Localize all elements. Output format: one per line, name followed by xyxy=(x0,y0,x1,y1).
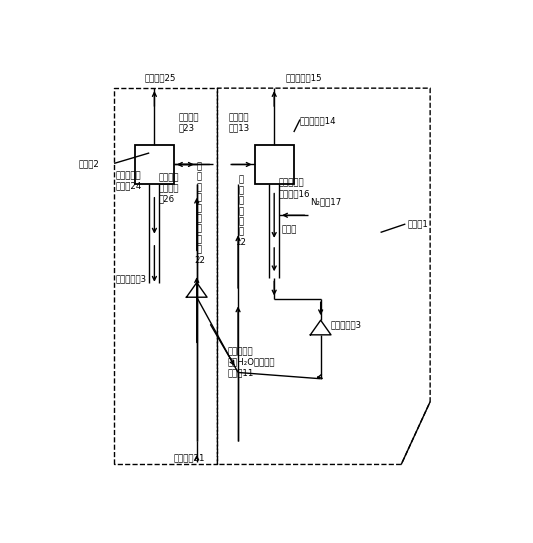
Text: 催
化
剂
和
空
气
提
升
管
22: 催 化 剂 和 空 气 提 升 管 22 xyxy=(194,162,205,265)
Text: 再生器2: 再生器2 xyxy=(79,159,100,168)
Text: 反应物进
料口13: 反应物进 料口13 xyxy=(229,113,250,132)
Text: 反应器催化
剂下料管16: 反应器催化 剂下料管16 xyxy=(278,179,310,198)
Text: 反应器1: 反应器1 xyxy=(407,219,429,229)
Text: 下流式塞阀3: 下流式塞阀3 xyxy=(115,275,147,284)
Text: 空气入口21: 空气入口21 xyxy=(173,453,205,462)
Text: 催化剂入
口23: 催化剂入 口23 xyxy=(178,113,199,132)
Text: N₂入口17: N₂入口17 xyxy=(310,198,342,207)
Text: 催化剂: 催化剂 xyxy=(281,226,297,235)
Text: 反应沉降器14: 反应沉降器14 xyxy=(300,116,337,125)
Bar xyxy=(255,144,294,184)
Text: 下流式塞阀3: 下流式塞阀3 xyxy=(331,321,362,330)
Text: 再生器催
化剂下料
管26: 再生器催 化剂下料 管26 xyxy=(158,174,179,204)
Text: 烟气出口25: 烟气出口25 xyxy=(144,73,176,82)
Text: 催化剂再生
沉降器24: 催化剂再生 沉降器24 xyxy=(115,171,142,191)
Text: 生成物出口15: 生成物出口15 xyxy=(286,73,322,82)
Text: 反应物（丙
烯、H₂O）和催化
剂入口11: 反应物（丙 烯、H₂O）和催化 剂入口11 xyxy=(228,347,275,377)
Bar xyxy=(135,144,174,184)
Text: 反
应
物
提
升
管
12: 反 应 物 提 升 管 12 xyxy=(236,176,246,247)
